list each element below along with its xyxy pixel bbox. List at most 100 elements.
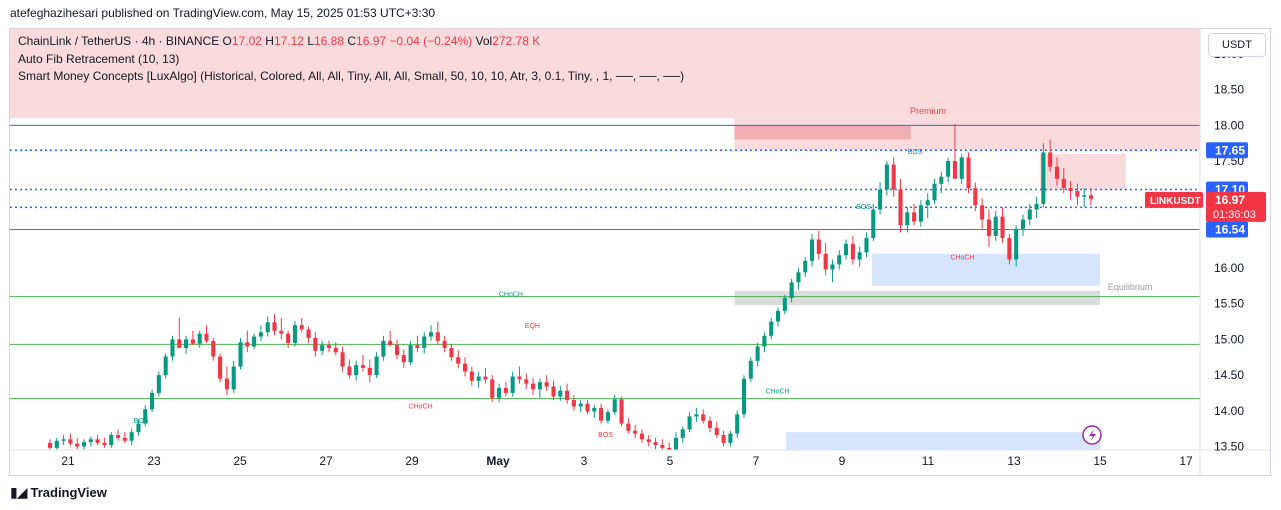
- candle-body[interactable]: [524, 379, 529, 384]
- candle-body[interactable]: [476, 376, 481, 381]
- candle-body[interactable]: [633, 430, 638, 434]
- candle-body[interactable]: [605, 412, 610, 421]
- candle-body[interactable]: [578, 403, 583, 407]
- candle-body[interactable]: [313, 337, 318, 351]
- candle-body[interactable]: [272, 322, 277, 331]
- candle-body[interactable]: [88, 439, 93, 443]
- candle-body[interactable]: [1020, 219, 1026, 229]
- candle-body[interactable]: [844, 243, 849, 256]
- candle-body[interactable]: [1000, 216, 1005, 239]
- candle-body[interactable]: [551, 386, 556, 397]
- candle-body[interactable]: [871, 209, 876, 239]
- candle-body[interactable]: [741, 378, 747, 415]
- candle-body[interactable]: [204, 333, 209, 341]
- candle-body[interactable]: [857, 252, 862, 260]
- candle-body[interactable]: [238, 342, 243, 367]
- candle-body[interactable]: [701, 414, 706, 421]
- candle-body[interactable]: [435, 332, 440, 341]
- candle-body[interactable]: [122, 437, 127, 441]
- candle-body[interactable]: [388, 340, 393, 346]
- candle-body[interactable]: [837, 255, 842, 265]
- candle-body[interactable]: [252, 336, 257, 347]
- candle-body[interactable]: [850, 243, 855, 260]
- candle-body[interactable]: [1061, 178, 1066, 189]
- candle-body[interactable]: [218, 356, 223, 379]
- candle-body[interactable]: [95, 439, 100, 443]
- candle-body[interactable]: [973, 188, 978, 206]
- candle-body[interactable]: [462, 363, 468, 372]
- candle-body[interactable]: [544, 382, 549, 387]
- candle-body[interactable]: [136, 423, 141, 433]
- candle-body[interactable]: [394, 345, 400, 356]
- candle-body[interactable]: [449, 347, 454, 358]
- candle-body[interactable]: [1027, 209, 1032, 220]
- candle-body[interactable]: [1041, 152, 1046, 204]
- candle-body[interactable]: [469, 371, 474, 381]
- candle-body[interactable]: [211, 340, 216, 357]
- candle-body[interactable]: [946, 161, 951, 177]
- candle-body[interactable]: [354, 365, 359, 376]
- candle-body[interactable]: [47, 442, 53, 448]
- candle-body[interactable]: [401, 355, 406, 363]
- candle-body[interactable]: [707, 420, 713, 428]
- candle-body[interactable]: [1007, 238, 1012, 260]
- candle-body[interactable]: [626, 423, 631, 431]
- candle-body[interactable]: [340, 352, 345, 367]
- candle-body[interactable]: [864, 238, 869, 253]
- candle-body[interactable]: [830, 264, 835, 270]
- candle-body[interactable]: [102, 442, 107, 446]
- candle-body[interactable]: [510, 376, 515, 393]
- candle-body[interactable]: [980, 205, 985, 220]
- currency-button[interactable]: USDT: [1208, 33, 1266, 57]
- candle-body[interactable]: [517, 376, 522, 380]
- candle-body[interactable]: [75, 443, 80, 447]
- candle-body[interactable]: [891, 164, 896, 190]
- candle-body[interactable]: [231, 366, 236, 390]
- candle-body[interactable]: [143, 409, 148, 424]
- indicator-fib-legend[interactable]: Auto Fib Retracement (10, 13): [18, 52, 180, 66]
- symbol-name[interactable]: ChainLink / TetherUS · 4h · BINANCE: [18, 34, 220, 48]
- candle-body[interactable]: [884, 164, 889, 190]
- candle-body[interactable]: [299, 325, 304, 330]
- candle-body[interactable]: [714, 427, 719, 436]
- candle-body[interactable]: [599, 407, 604, 421]
- candle-body[interactable]: [483, 376, 488, 380]
- candle-body[interactable]: [721, 435, 726, 443]
- candle-body[interactable]: [619, 399, 624, 424]
- candle-body[interactable]: [809, 239, 815, 261]
- candle-body[interactable]: [503, 387, 508, 393]
- candle-body[interactable]: [156, 375, 161, 393]
- candle-body[interactable]: [558, 390, 563, 397]
- candle-body[interactable]: [612, 399, 617, 413]
- candle-body[interactable]: [1034, 203, 1039, 210]
- candle-body[interactable]: [898, 189, 903, 226]
- candle-body[interactable]: [408, 345, 413, 363]
- candle-body[interactable]: [374, 356, 379, 376]
- candle-body[interactable]: [769, 321, 774, 336]
- candle-body[interactable]: [966, 157, 971, 189]
- candle-body[interactable]: [728, 433, 733, 443]
- candle-body[interactable]: [245, 342, 250, 347]
- candle-body[interactable]: [1068, 188, 1073, 191]
- candle-body[interactable]: [490, 379, 495, 398]
- candle-body[interactable]: [163, 356, 168, 376]
- candle-body[interactable]: [878, 189, 883, 210]
- candle-body[interactable]: [190, 339, 195, 344]
- candle-body[interactable]: [803, 260, 808, 273]
- candle-body[interactable]: [1088, 195, 1094, 199]
- candle-body[interactable]: [639, 433, 644, 440]
- candle-body[interactable]: [735, 414, 740, 434]
- candle-body[interactable]: [816, 239, 821, 254]
- candle-body[interactable]: [918, 205, 923, 222]
- candle-body[interactable]: [537, 382, 542, 390]
- indicator-smc-legend[interactable]: Smart Money Concepts [LuxAlgo] (Historic…: [18, 69, 685, 83]
- candle-body[interactable]: [660, 445, 665, 448]
- candle-body[interactable]: [333, 347, 338, 353]
- candle-body[interactable]: [952, 161, 957, 179]
- candle-body[interactable]: [456, 357, 461, 364]
- candle-body[interactable]: [531, 383, 536, 390]
- candle-body[interactable]: [61, 439, 66, 441]
- candle-body[interactable]: [1054, 166, 1060, 179]
- candle-body[interactable]: [109, 435, 114, 446]
